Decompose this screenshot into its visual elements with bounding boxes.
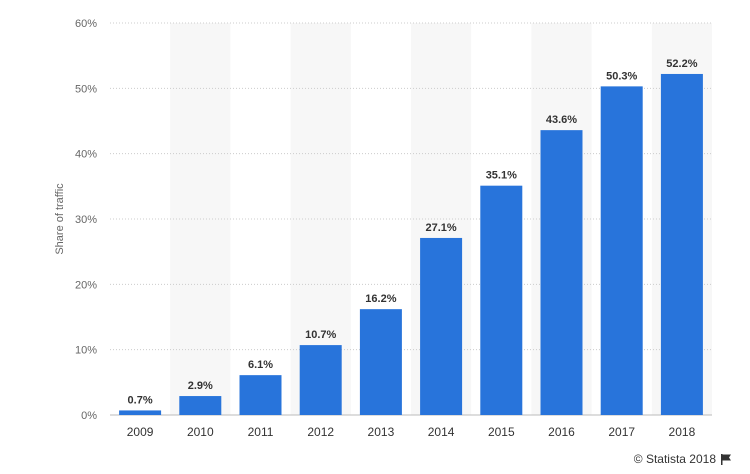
y-tick-label: 0%: [81, 410, 97, 422]
data-label: 16.2%: [365, 293, 396, 305]
bar: [299, 345, 342, 415]
bar: [540, 130, 583, 415]
y-tick-label: 20%: [75, 279, 97, 291]
data-label: 50.3%: [606, 70, 637, 82]
bar: [179, 396, 222, 415]
data-label: 0.7%: [128, 394, 153, 406]
x-tick-label: 2016: [548, 425, 575, 439]
y-tick-label: 10%: [75, 345, 97, 357]
x-tick-label: 2018: [669, 425, 696, 439]
data-label: 27.1%: [425, 222, 456, 234]
y-tick-label: 50%: [75, 83, 97, 95]
bar: [480, 185, 523, 415]
y-tick-label: 30%: [75, 214, 97, 226]
x-tick-label: 2015: [488, 425, 515, 439]
data-label: 43.6%: [546, 114, 577, 126]
bar: [359, 309, 402, 415]
credit-text: © Statista 2018: [633, 452, 716, 466]
bar: [420, 237, 463, 415]
y-tick-label: 40%: [75, 149, 97, 161]
bar: [119, 410, 162, 415]
x-tick-label: 2013: [368, 425, 395, 439]
x-tick-label: 2014: [428, 425, 455, 439]
data-label: 2.9%: [188, 380, 213, 392]
x-tick-label: 2010: [187, 425, 214, 439]
flag-icon: [721, 454, 731, 465]
data-label: 10.7%: [305, 329, 336, 341]
x-tick-label: 2012: [307, 425, 334, 439]
x-tick-label: 2011: [248, 425, 274, 439]
bar: [239, 375, 282, 415]
statista-credit[interactable]: © Statista 2018: [634, 452, 732, 466]
y-tick-label: 60%: [75, 18, 97, 30]
bar: [660, 73, 703, 416]
data-label: 52.2%: [666, 58, 697, 70]
x-tick-label: 2009: [127, 425, 154, 439]
y-axis-title: Share of traffic: [54, 183, 66, 255]
x-tick-label: 2017: [608, 425, 635, 439]
data-label: 35.1%: [486, 170, 517, 182]
bar: [600, 86, 643, 415]
data-label: 6.1%: [248, 359, 273, 371]
